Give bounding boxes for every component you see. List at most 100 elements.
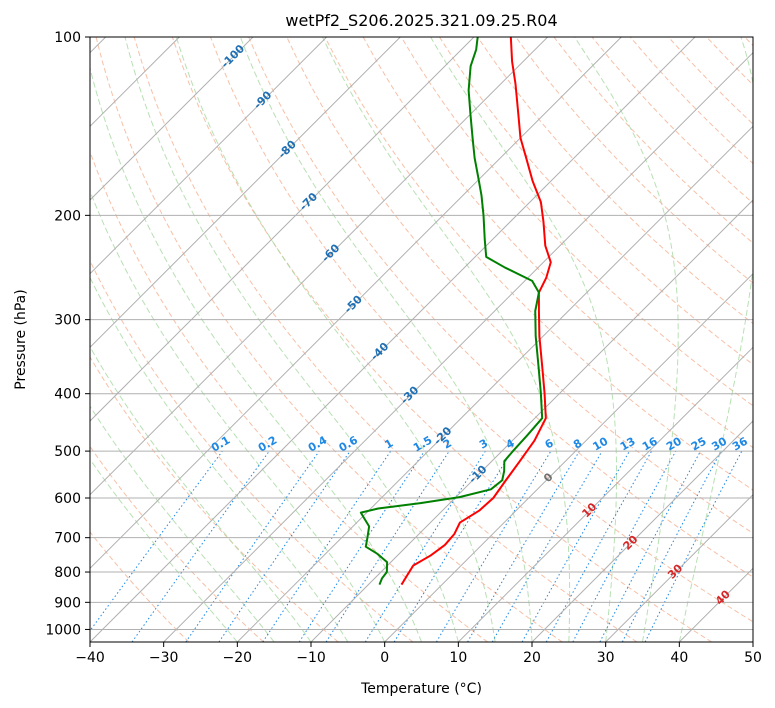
dry-adiabat-line (591, 37, 753, 204)
mixing-ratio-line (521, 450, 630, 642)
x-tick-label: 50 (744, 650, 762, 666)
moist-adiabat-line (90, 458, 238, 642)
isotherm-line (90, 37, 328, 275)
y-tick-label: 100 (54, 30, 81, 46)
isotherm-line (605, 493, 753, 642)
x-tick-label: −40 (75, 650, 105, 666)
mixing-ratio-line (262, 450, 392, 642)
dry-adiabat-line (324, 37, 753, 491)
y-axis-label: Pressure (hPa) (13, 289, 29, 389)
moist-adiabat-line (239, 37, 533, 642)
mixing-ratio-lines (90, 450, 743, 642)
x-tick-label: 10 (449, 650, 467, 666)
moist-adiabat-line (90, 276, 349, 642)
dry-adiabat-line (744, 37, 753, 47)
x-tick-label: −10 (296, 650, 326, 666)
mixing-ratio-label: 1 (382, 437, 395, 452)
dry-adiabat-line (706, 37, 753, 86)
mixing-ratio-line (435, 450, 552, 642)
y-tick-label: 900 (54, 595, 81, 611)
dry-adiabat-line (248, 37, 753, 578)
pressure-gridlines (90, 37, 753, 630)
mixing-ratio-line (644, 450, 743, 642)
dry-adiabat-line (133, 37, 638, 642)
moist-adiabat-line (90, 189, 386, 642)
dry-adiabat-line (90, 259, 414, 642)
mixing-ratio-line (131, 450, 270, 642)
isotherm-line (752, 641, 753, 642)
dry-adiabat-line (90, 531, 190, 642)
mixing-ratio-line (572, 450, 677, 642)
dry-adiabat-line (400, 37, 753, 407)
dry-adiabat-line (171, 37, 712, 642)
x-tick-label: −30 (149, 650, 179, 666)
y-tick-label: 200 (54, 208, 81, 224)
dry-adiabat-line (210, 37, 753, 623)
dry-adiabat-line (90, 150, 488, 642)
mixing-ratio-line (90, 450, 223, 632)
mixing-ratio-line (621, 450, 722, 642)
x-axis-ticks: −40 −30 −20 −10 0 10 20 30 40 50 (75, 642, 762, 666)
isotherms (90, 37, 753, 642)
mixing-ratio-line (545, 450, 653, 642)
moist-adiabat-line (90, 66, 422, 642)
mixing-ratio-label: 2 (441, 437, 454, 452)
isotherm-label: -60 (319, 241, 342, 264)
y-tick-label: 800 (54, 565, 81, 581)
x-tick-label: −20 (223, 650, 253, 666)
mixing-ratio-line (325, 450, 450, 642)
profile-line (359, 37, 544, 585)
x-tick-label: 0 (380, 650, 389, 666)
isotherm-line (90, 37, 475, 422)
isotherm-line (90, 37, 401, 349)
plot-frame (89, 36, 754, 643)
x-axis-label: Temperature (°C) (360, 681, 482, 697)
dry-adiabat-line (439, 37, 753, 366)
mixing-ratio-label: 6 (543, 436, 556, 451)
dry-adiabat-line (515, 37, 753, 284)
isotherm-line (163, 51, 753, 642)
y-tick-label: 600 (54, 491, 81, 507)
y-tick-label: 700 (54, 531, 81, 547)
isotherm-line (90, 37, 254, 201)
moist-adiabat-line (175, 37, 496, 642)
profile-lines (359, 37, 552, 586)
profile-line (400, 37, 552, 586)
mixing-ratio-label: 3 (477, 437, 490, 452)
mixing-ratio-line (393, 450, 513, 642)
isotherm-line (90, 37, 696, 642)
y-axis-ticks: 100 200 300 400 500 600 700 800 900 1000 (45, 30, 90, 638)
dry-adiabat-line (95, 37, 563, 642)
dry-adiabat-line (668, 37, 753, 125)
isotherm-line (457, 346, 753, 642)
y-tick-label: 500 (54, 444, 81, 460)
moist-adiabat-line (124, 37, 459, 642)
mixing-ratio-line (185, 450, 320, 642)
dry-adiabat-line (90, 445, 264, 642)
moist-adiabat-line (430, 37, 618, 642)
moist-adiabat-line (678, 37, 753, 642)
chart-title: wetPf2_S206.2025.321.09.25.R04 (285, 11, 557, 31)
y-tick-label: 1000 (45, 622, 81, 638)
isotherm-line (310, 199, 753, 642)
isotherm-label: 40 (713, 587, 733, 607)
dry-adiabat-line (90, 356, 339, 642)
mixing-ratio-line (218, 450, 351, 642)
y-tick-label: 400 (54, 387, 81, 403)
isotherm-line (236, 125, 753, 642)
mixing-ratio-line (467, 450, 580, 642)
moist-adiabat-line (90, 405, 275, 642)
moist-adiabat-line (322, 37, 571, 642)
dry-adiabats (90, 37, 753, 642)
x-tick-label: 20 (523, 650, 541, 666)
mixing-ratio-line (298, 450, 425, 642)
x-tick-label: 30 (597, 650, 615, 666)
moist-adiabats (90, 37, 753, 642)
isotherm-line (531, 420, 753, 642)
x-tick-label: 40 (670, 650, 688, 666)
y-tick-label: 300 (54, 313, 81, 329)
plot-area: -100-90-80-70-60-50-40-30-20-10 010203040… (90, 37, 753, 642)
isotherm-label: 30 (665, 561, 685, 581)
moist-adiabat-line (574, 37, 679, 642)
